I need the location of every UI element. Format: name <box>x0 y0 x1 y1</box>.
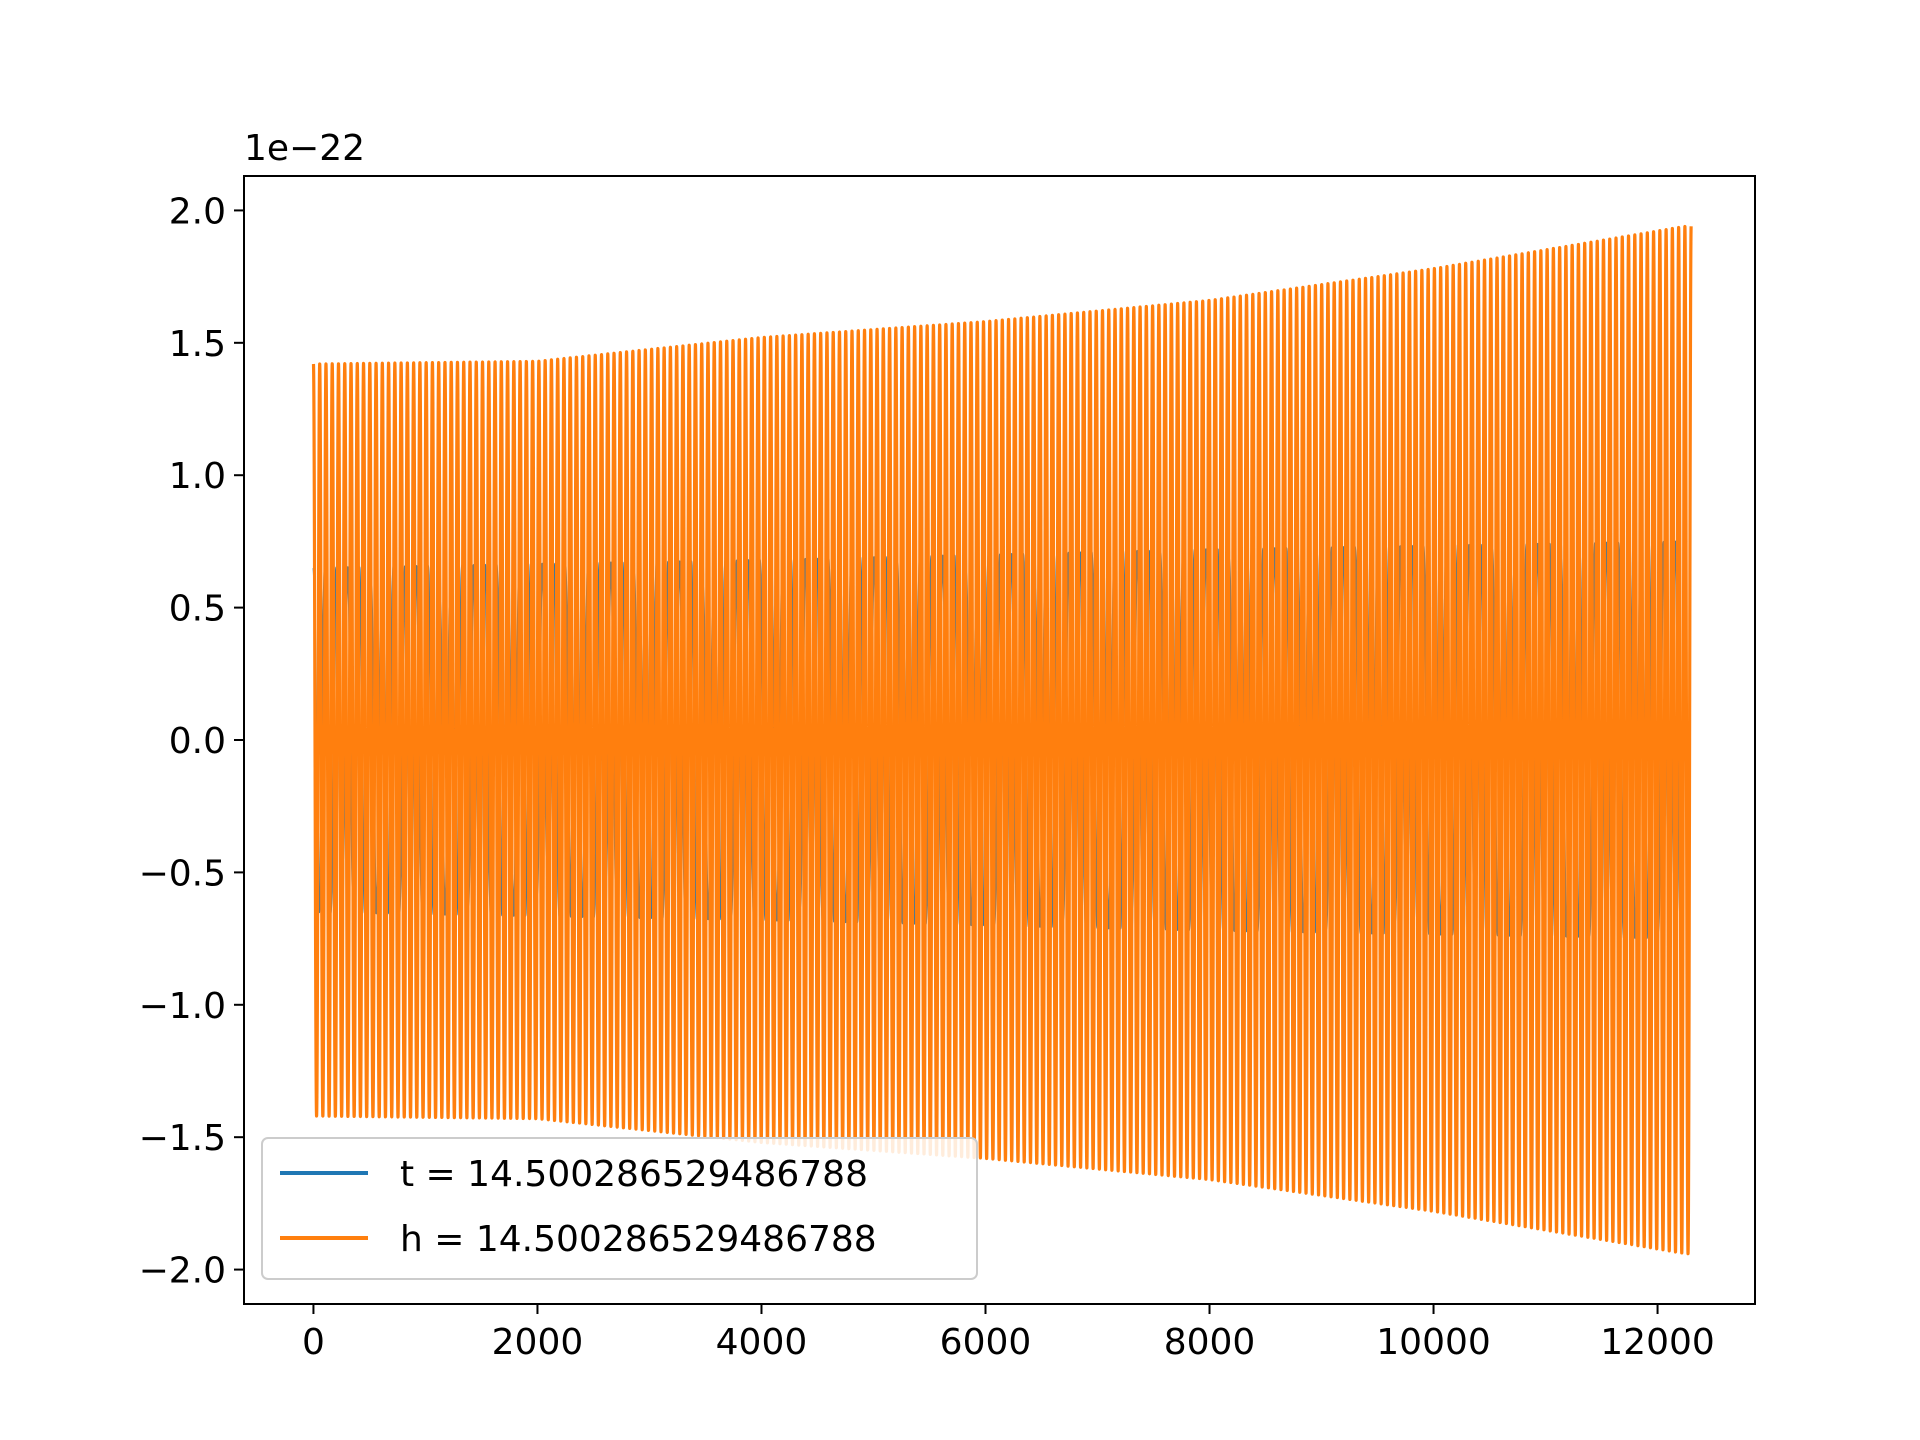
legend: t = 14.500286529486788 h = 14.50028652948… <box>261 1137 978 1280</box>
y-tick-label: 2.0 <box>169 191 226 232</box>
series-line-2 <box>311 224 1693 1256</box>
x-tick-label: 10000 <box>1376 1322 1491 1363</box>
y-tick-label: 1.5 <box>169 324 226 365</box>
y-tick-label: 0.0 <box>169 721 226 762</box>
x-tick-label: 2000 <box>492 1322 584 1363</box>
y-offset-label: 1e−22 <box>244 128 365 169</box>
y-tick-label: −2.0 <box>139 1251 226 1292</box>
legend-label-2: h = 14.500286529486788 <box>400 1219 877 1260</box>
legend-label-1: t = 14.500286529486788 <box>400 1154 868 1195</box>
series-layer <box>311 224 1693 1256</box>
legend-box <box>261 1137 978 1280</box>
y-tick-label: 0.5 <box>169 589 226 630</box>
x-tick-label: 4000 <box>716 1322 808 1363</box>
x-tick-label: 0 <box>302 1322 325 1363</box>
x-axis: 0 2000 4000 6000 8000 10000 12000 <box>302 1304 1715 1363</box>
y-axis: 2.0 1.5 1.0 0.5 0.0 −0.5 −1.0 −1.5 −2.0 <box>139 191 244 1292</box>
y-tick-label: 1.0 <box>169 456 226 497</box>
x-tick-label: 12000 <box>1600 1322 1715 1363</box>
y-tick-label: −1.5 <box>139 1118 226 1159</box>
x-tick-label: 6000 <box>940 1322 1032 1363</box>
y-tick-label: −1.0 <box>139 986 226 1027</box>
x-tick-label: 8000 <box>1164 1322 1256 1363</box>
y-tick-label: −0.5 <box>139 853 226 894</box>
